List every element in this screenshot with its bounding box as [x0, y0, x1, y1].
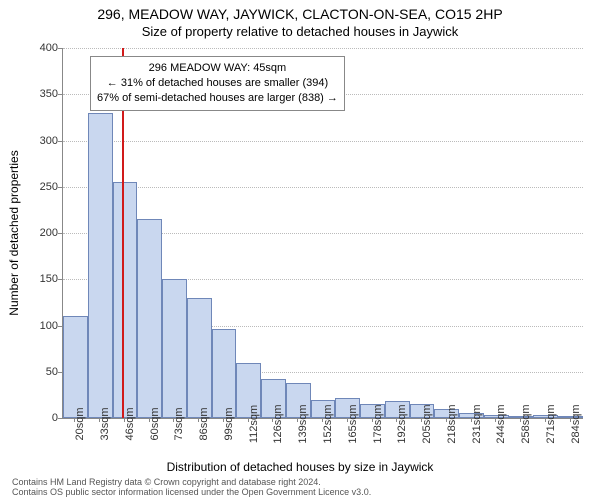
grid-line	[63, 187, 583, 188]
x-tick-label: 165sqm	[347, 404, 359, 443]
x-tick-mark	[322, 418, 323, 422]
x-tick-label: 152sqm	[322, 404, 334, 443]
x-tick-mark	[421, 418, 422, 422]
x-tick-mark	[149, 418, 150, 422]
x-tick-label: 258sqm	[520, 404, 532, 443]
histogram-bar	[63, 316, 88, 418]
x-tick-label: 126sqm	[272, 404, 284, 443]
histogram-bar	[113, 182, 138, 418]
x-tick-label: 139sqm	[297, 404, 309, 443]
y-tick-mark	[58, 187, 62, 188]
callout-line-1: 296 MEADOW WAY: 45sqm	[97, 61, 338, 76]
x-tick-label: 112sqm	[248, 405, 260, 443]
y-tick-mark	[58, 141, 62, 142]
histogram-bar	[187, 298, 212, 418]
y-tick-label: 0	[24, 412, 58, 424]
x-tick-mark	[495, 418, 496, 422]
y-tick-label: 150	[24, 273, 58, 285]
y-tick-label: 100	[24, 320, 58, 332]
x-tick-mark	[248, 418, 249, 422]
histogram-bar	[137, 219, 162, 418]
grid-line	[63, 48, 583, 49]
callout-line-2: ← 31% of detached houses are smaller (39…	[97, 76, 338, 91]
y-tick-mark	[58, 94, 62, 95]
x-tick-label: 244sqm	[495, 404, 507, 443]
x-tick-label: 33sqm	[99, 407, 111, 440]
x-tick-mark	[124, 418, 125, 422]
chart-subtitle: Size of property relative to detached ho…	[0, 24, 600, 39]
x-tick-label: 73sqm	[173, 407, 185, 440]
x-tick-mark	[471, 418, 472, 422]
histogram-bar	[212, 329, 237, 418]
y-tick-label: 300	[24, 135, 58, 147]
histogram-bar	[88, 113, 113, 418]
x-tick-label: 99sqm	[223, 407, 235, 440]
x-tick-label: 231sqm	[471, 404, 483, 443]
x-tick-label: 86sqm	[198, 407, 210, 440]
y-tick-mark	[58, 48, 62, 49]
x-tick-mark	[520, 418, 521, 422]
x-tick-mark	[74, 418, 75, 422]
x-tick-mark	[347, 418, 348, 422]
x-tick-mark	[272, 418, 273, 422]
y-axis-label: Number of detached properties	[7, 150, 21, 315]
x-tick-mark	[570, 418, 571, 422]
x-tick-label: 205sqm	[421, 404, 433, 443]
x-tick-label: 218sqm	[446, 404, 458, 443]
y-tick-label: 250	[24, 181, 58, 193]
x-axis-label: Distribution of detached houses by size …	[0, 460, 600, 474]
x-tick-mark	[198, 418, 199, 422]
x-tick-mark	[173, 418, 174, 422]
footer-attribution: Contains HM Land Registry data © Crown c…	[12, 478, 371, 498]
y-tick-label: 50	[24, 366, 58, 378]
grid-line	[63, 141, 583, 142]
x-tick-mark	[545, 418, 546, 422]
x-tick-label: 20sqm	[74, 407, 86, 440]
y-tick-mark	[58, 418, 62, 419]
x-tick-mark	[396, 418, 397, 422]
callout-line-3: 67% of semi-detached houses are larger (…	[97, 91, 338, 106]
x-tick-label: 46sqm	[124, 407, 136, 440]
x-tick-label: 271sqm	[545, 404, 557, 443]
x-tick-mark	[223, 418, 224, 422]
callout-box: 296 MEADOW WAY: 45sqm← 31% of detached h…	[90, 56, 345, 111]
x-tick-label: 178sqm	[372, 404, 384, 443]
y-tick-label: 350	[24, 88, 58, 100]
x-tick-label: 60sqm	[149, 407, 161, 440]
histogram-bar	[162, 279, 187, 418]
y-tick-mark	[58, 233, 62, 234]
chart-title-address: 296, MEADOW WAY, JAYWICK, CLACTON-ON-SEA…	[0, 6, 600, 22]
y-tick-mark	[58, 279, 62, 280]
x-tick-mark	[99, 418, 100, 422]
y-tick-label: 400	[24, 42, 58, 54]
footer-line-2: Contains OS public sector information li…	[12, 488, 371, 498]
y-tick-mark	[58, 326, 62, 327]
x-tick-mark	[372, 418, 373, 422]
x-tick-label: 192sqm	[396, 404, 408, 443]
y-tick-mark	[58, 372, 62, 373]
x-tick-mark	[297, 418, 298, 422]
x-tick-label: 284sqm	[570, 404, 582, 443]
y-tick-label: 200	[24, 227, 58, 239]
x-tick-mark	[446, 418, 447, 422]
